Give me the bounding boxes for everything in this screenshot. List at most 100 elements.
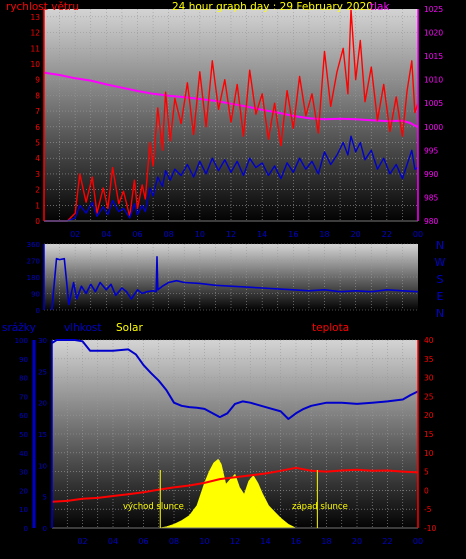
y-tick-label-rain: 100: [15, 337, 28, 345]
rain-axis-title: srážky: [2, 322, 36, 334]
y-tick-label-direction: 90: [31, 291, 40, 299]
y-tick-label-temperature: 40: [424, 336, 434, 345]
y-tick-label-pressure: 1015: [424, 52, 443, 61]
x-tick-label-wind: 04: [101, 230, 111, 239]
x-tick-label-temp: 00: [413, 537, 423, 546]
y-tick-label-wind: 7: [35, 107, 40, 116]
y-tick-label-pressure: 1020: [424, 29, 443, 38]
y-tick-label-direction: 0: [36, 307, 40, 315]
temp-axis-title: teplota: [312, 322, 349, 334]
chart-title: 24 hour graph day : 29 February 2020: [172, 1, 373, 13]
series-line-direction: [51, 255, 419, 311]
y-tick-label-wind: 11: [30, 44, 40, 53]
y-tick-label-pressure: 1005: [424, 99, 443, 108]
y-tick-label-rain: 10: [19, 506, 28, 514]
y-tick-label-wind: 10: [30, 60, 40, 69]
y-tick-label-rain: 90: [19, 356, 28, 364]
x-tick-label-wind: 10: [195, 230, 205, 239]
y-tick-label-rain: 30: [19, 469, 28, 477]
y-tick-label-humidity: 15: [38, 431, 47, 439]
y-tick-label-temperature: 35: [424, 355, 434, 364]
series-line-temperature: [51, 466, 419, 503]
x-tick-label-temp: 18: [321, 537, 331, 546]
series-temp: [51, 339, 419, 529]
y-tick-label-temperature: 25: [424, 392, 434, 401]
y-tick-label-pressure: 990: [424, 170, 439, 179]
series-line-gust: [44, 8, 419, 222]
y-tick-label-wind: 12: [30, 29, 40, 38]
y-tick-label-direction: 270: [27, 258, 40, 266]
y-tick-label-pressure: 995: [424, 146, 439, 155]
x-tick-label-wind: 20: [351, 230, 361, 239]
compass-label: N: [436, 307, 444, 320]
series-line-average: [44, 135, 419, 222]
y-tick-label-temperature: 30: [424, 374, 434, 383]
series-wind: [43, 8, 419, 222]
y-tick-label-rain: 60: [19, 412, 28, 420]
y-axis-direction: 360 270 180 90 0: [27, 241, 40, 315]
y-tick-label-rain: 50: [19, 431, 28, 439]
series-direction: [51, 255, 419, 311]
y-tick-label-pressure: 1000: [424, 123, 443, 132]
y-axis-temperature: -10 -5 0 5 10 15 20 25 30 35 40: [424, 336, 436, 533]
y-axis-pressure: 980 985 990 995 1000 1005 1010 1015 1020 1025: [424, 5, 443, 226]
compass-label: W: [435, 256, 446, 269]
y-tick-label-wind: 5: [35, 138, 40, 147]
x-tick-label-wind: 08: [164, 230, 174, 239]
x-tick-label-wind: 12: [226, 230, 236, 239]
y-tick-label-rain: 20: [19, 487, 28, 495]
x-tick-label-wind: 00: [413, 230, 423, 239]
x-tick-label-temp: 12: [230, 537, 240, 546]
x-tick-label-temp: 22: [382, 537, 392, 546]
compass-label: S: [437, 273, 444, 286]
y-tick-label-pressure: 1025: [424, 5, 443, 14]
x-tick-label-temp: 10: [199, 537, 209, 546]
y-tick-label-humidity: 25: [38, 368, 47, 376]
sunset-label: západ slunce: [292, 502, 348, 512]
x-tick-label-wind: 18: [319, 230, 329, 239]
y-tick-label-rain: 40: [19, 450, 28, 458]
y-tick-label-wind: 1: [35, 201, 40, 210]
y-tick-label-wind: 4: [35, 154, 40, 163]
x-axis-temp: 02 04 06 08 10 12 14 16 18 20 22 00: [77, 537, 423, 546]
sunrise-label: východ slunce: [123, 502, 184, 512]
sun-annotations: východ slunce západ slunce: [123, 470, 348, 528]
y-tick-label-humidity: 5: [43, 494, 47, 502]
y-tick-label-wind: 6: [35, 123, 40, 132]
y-tick-label-temperature: 20: [424, 411, 434, 420]
x-tick-label-temp: 14: [260, 537, 270, 546]
x-tick-label-wind: 22: [382, 230, 392, 239]
y-tick-label-rain: 70: [19, 393, 28, 401]
series-line-pressure: [43, 71, 419, 129]
y-tick-label-temperature: 15: [424, 430, 434, 439]
y-tick-label-humidity: 20: [38, 400, 47, 408]
series-line-humidity: [51, 339, 419, 420]
y-tick-label-wind: 3: [35, 170, 40, 179]
y-tick-label-humidity: 30: [38, 337, 47, 345]
grid-temp: [52, 339, 418, 529]
y-tick-label-wind: 9: [35, 76, 40, 85]
y-tick-label-direction: 180: [27, 274, 40, 282]
y-tick-label-pressure: 980: [424, 217, 439, 226]
y-tick-label-rain: 0: [24, 525, 28, 533]
x-tick-label-wind: 16: [288, 230, 298, 239]
y-tick-label-rain: 80: [19, 375, 28, 383]
y-tick-label-wind: 0: [35, 217, 40, 226]
y-tick-label-pressure: 1010: [424, 76, 443, 85]
y-tick-label-direction: 360: [27, 241, 40, 249]
x-tick-label-temp: 06: [138, 537, 148, 546]
y-tick-label-temperature: -5: [424, 505, 432, 514]
right-axis-title-pressure: tlak: [370, 1, 390, 13]
grid-direction: [44, 243, 418, 311]
y-tick-label-wind: 2: [35, 186, 40, 195]
x-tick-label-wind: 06: [132, 230, 142, 239]
x-tick-label-wind: 14: [257, 230, 267, 239]
x-tick-label-temp: 04: [108, 537, 118, 546]
y-tick-label-wind: 8: [35, 91, 40, 100]
